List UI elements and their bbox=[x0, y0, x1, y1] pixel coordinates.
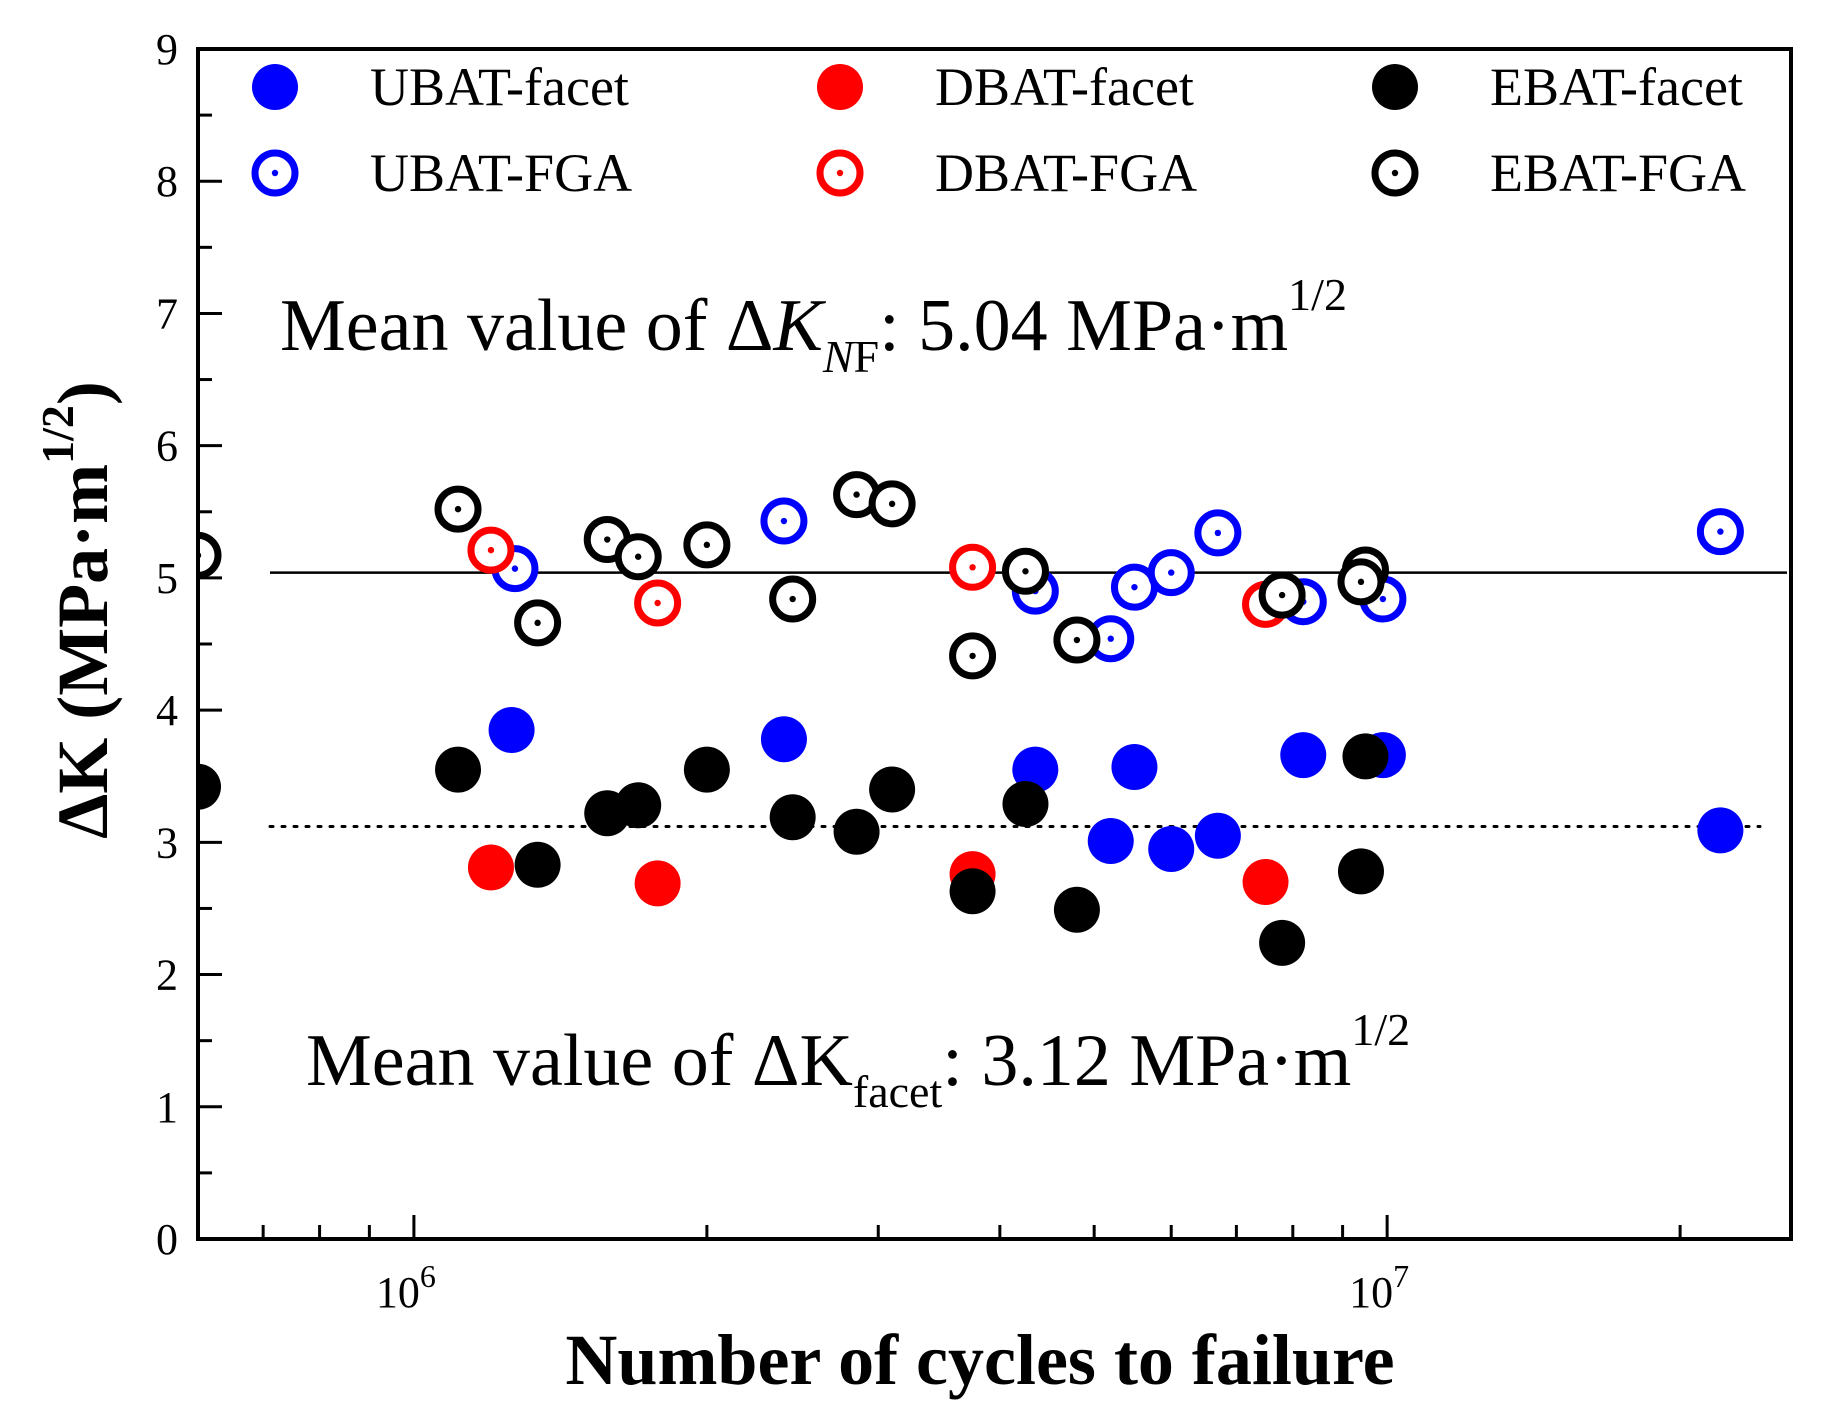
point-ubat-facet bbox=[1697, 807, 1744, 854]
legend-label-dbat-facet: DBAT-facet bbox=[935, 57, 1194, 117]
y-tick-label: 7 bbox=[156, 289, 178, 338]
point-ebat-fga bbox=[434, 485, 482, 533]
annotation-facet: Mean value of ΔKfacet: 3.12 MPa·m1/2 bbox=[306, 1004, 1410, 1117]
point-dbat-fga bbox=[467, 526, 515, 574]
legend-label-ubat-fga: UBAT-FGA bbox=[370, 143, 632, 203]
point-ebat-facet bbox=[514, 841, 561, 888]
point-ebat-fga bbox=[1258, 571, 1306, 619]
point-ebat-facet bbox=[1259, 919, 1306, 966]
point-ubat-fga bbox=[1194, 509, 1242, 557]
point-dbat-facet bbox=[1242, 859, 1289, 905]
point-ebat-facet bbox=[949, 868, 996, 915]
legend-marker-dbat-fga bbox=[816, 149, 864, 197]
point-ebat-facet bbox=[435, 746, 482, 793]
x-tick-label: 107 bbox=[1349, 1258, 1409, 1317]
y-tick-label: 0 bbox=[156, 1215, 178, 1264]
data-points bbox=[198, 471, 1744, 966]
point-ubat-facet bbox=[1194, 812, 1241, 859]
point-ebat-fga bbox=[614, 533, 662, 581]
point-ebat-fga bbox=[949, 632, 997, 680]
legend-marker-ubat-facet bbox=[252, 64, 298, 110]
point-ebat-facet bbox=[615, 782, 662, 829]
legend-label-ebat-fga: EBAT-FGA bbox=[1490, 143, 1746, 203]
x-axis-title: Number of cycles to failure bbox=[565, 1320, 1394, 1400]
point-dbat-fga bbox=[949, 543, 997, 591]
point-ebat-fga bbox=[683, 521, 731, 569]
point-dbat-facet bbox=[467, 844, 514, 891]
point-dbat-facet bbox=[634, 860, 681, 907]
point-ebat-facet bbox=[1002, 780, 1049, 827]
y-tick-label: 5 bbox=[156, 554, 178, 603]
y-axis-ticks: 0 1 2 3 4 5 6 7 8 9 bbox=[156, 25, 222, 1264]
point-ubat-facet bbox=[1148, 825, 1195, 872]
point-ebat-fga bbox=[1337, 558, 1385, 606]
point-ebat-facet bbox=[683, 746, 730, 793]
point-ebat-facet bbox=[769, 794, 816, 841]
legend-marker-dbat-facet bbox=[817, 64, 863, 110]
y-tick-label: 9 bbox=[156, 25, 178, 74]
legend: UBAT-facet DBAT-facet EBAT-facet UBAT-FGA DB… bbox=[251, 57, 1746, 203]
point-ubat-fga bbox=[1147, 549, 1195, 597]
legend-marker-ubat-fga bbox=[251, 149, 299, 197]
point-ebat-facet bbox=[869, 766, 916, 813]
point-ebat-facet bbox=[833, 808, 880, 855]
legend-label-ubat-facet: UBAT-facet bbox=[370, 57, 629, 117]
y-tick-label: 2 bbox=[156, 951, 178, 1000]
y-tick-label: 1 bbox=[156, 1083, 178, 1132]
y-tick-label: 8 bbox=[156, 157, 178, 206]
y-tick-label: 3 bbox=[156, 818, 178, 867]
point-ubat-fga bbox=[1696, 508, 1744, 556]
y-axis-title: ΔK (MPa·m1/2) bbox=[32, 381, 123, 839]
point-ebat-facet bbox=[1342, 733, 1389, 780]
legend-label-dbat-fga: DBAT-FGA bbox=[935, 143, 1197, 203]
point-dbat-fga bbox=[634, 579, 682, 627]
point-ubat-facet bbox=[1111, 743, 1158, 790]
point-ebat-fga bbox=[1001, 547, 1049, 595]
point-ubat-facet bbox=[1280, 732, 1327, 779]
x-tick-label: 106 bbox=[376, 1258, 436, 1317]
point-ebat-facet bbox=[198, 763, 221, 810]
legend-marker-ebat-facet bbox=[1372, 64, 1418, 110]
point-ubat-facet bbox=[488, 706, 535, 753]
annotation-nf: Mean value of ΔKNF: 5.04 MPa·m1/2 bbox=[280, 269, 1347, 382]
point-ebat-fga bbox=[769, 575, 817, 623]
point-ubat-facet bbox=[760, 716, 807, 763]
point-ubat-fga bbox=[760, 497, 808, 545]
x-axis-ticks: 106 107 bbox=[196, 1215, 1682, 1317]
y-tick-label: 4 bbox=[156, 686, 178, 735]
legend-marker-ebat-fga bbox=[1371, 149, 1419, 197]
y-tick-label: 6 bbox=[156, 422, 178, 471]
point-ebat-fga bbox=[1053, 616, 1101, 664]
point-ebat-facet bbox=[1053, 886, 1100, 933]
plot-frame bbox=[196, 47, 1793, 1241]
point-ebat-fga bbox=[514, 599, 562, 647]
point-ebat-facet bbox=[1337, 848, 1384, 895]
point-ubat-facet bbox=[1087, 818, 1134, 865]
legend-label-ebat-facet: EBAT-facet bbox=[1490, 57, 1743, 117]
point-ebat-fga bbox=[868, 480, 916, 528]
